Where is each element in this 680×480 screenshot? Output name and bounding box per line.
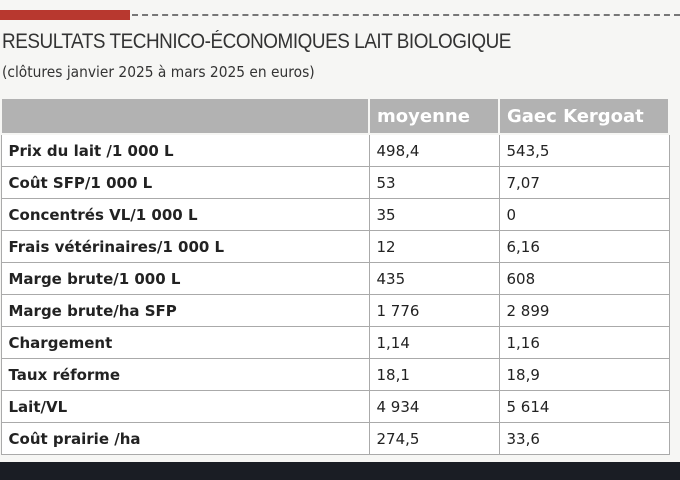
cell-value: 435 xyxy=(368,262,500,295)
table-row: Coût prairie /ha 274,5 33,6 xyxy=(0,422,670,455)
table-row: Lait/VL 4 934 5 614 xyxy=(0,390,670,423)
cell-value: 4 934 xyxy=(368,390,500,423)
cell-value: 18,9 xyxy=(498,358,670,391)
table-row: Marge brute/ha SFP 1 776 2 899 xyxy=(0,294,670,327)
cell-value: 5 614 xyxy=(498,390,670,423)
table-row: Concentrés VL/1 000 L 35 0 xyxy=(0,198,670,231)
column-header: moyenne xyxy=(368,97,500,135)
row-label: Chargement xyxy=(0,326,370,359)
row-label: Taux réforme xyxy=(0,358,370,391)
subtitle: (clôtures janvier 2025 à mars 2025 en eu… xyxy=(2,63,315,81)
accent-bar xyxy=(0,10,130,20)
row-label: Coût prairie /ha xyxy=(0,422,370,455)
table-row: Taux réforme 18,1 18,9 xyxy=(0,358,670,391)
cell-value: 543,5 xyxy=(498,133,670,167)
table-row: Chargement 1,14 1,16 xyxy=(0,326,670,359)
cell-value: 7,07 xyxy=(498,166,670,199)
table-row: Coût SFP/1 000 L 53 7,07 xyxy=(0,166,670,199)
row-label: Marge brute/ha SFP xyxy=(0,294,370,327)
header-cell xyxy=(0,97,370,135)
cell-value: 6,16 xyxy=(498,230,670,263)
column-header: Gaec Kergoat xyxy=(498,97,670,135)
row-label: Frais vétérinaires/1 000 L xyxy=(0,230,370,263)
results-table: moyenne Gaec Kergoat Prix du lait /1 000 … xyxy=(0,97,670,455)
cell-value: 1,14 xyxy=(368,326,500,359)
footer-strip xyxy=(0,462,680,480)
row-label: Lait/VL xyxy=(0,390,370,423)
row-label: Marge brute/1 000 L xyxy=(0,262,370,295)
row-label: Coût SFP/1 000 L xyxy=(0,166,370,199)
table-row: Prix du lait /1 000 L 498,4 543,5 xyxy=(0,133,670,167)
cell-value: 498,4 xyxy=(368,133,500,167)
header-row: moyenne Gaec Kergoat xyxy=(0,97,670,135)
cell-value: 12 xyxy=(368,230,500,263)
dashed-rule xyxy=(132,14,680,16)
table-row: Marge brute/1 000 L 435 608 xyxy=(0,262,670,295)
cell-value: 1 776 xyxy=(368,294,500,327)
title: RESULTATS TECHNICO-ÉCONOMIQUES LAIT BIOL… xyxy=(2,30,511,53)
cell-value: 35 xyxy=(368,198,500,231)
cell-value: 1,16 xyxy=(498,326,670,359)
cell-value: 53 xyxy=(368,166,500,199)
row-label: Concentrés VL/1 000 L xyxy=(0,198,370,231)
row-label: Prix du lait /1 000 L xyxy=(0,133,370,167)
cell-value: 608 xyxy=(498,262,670,295)
cell-value: 0 xyxy=(498,198,670,231)
cell-value: 33,6 xyxy=(498,422,670,455)
table-row: Frais vétérinaires/1 000 L 12 6,16 xyxy=(0,230,670,263)
cell-value: 18,1 xyxy=(368,358,500,391)
cell-value: 2 899 xyxy=(498,294,670,327)
cell-value: 274,5 xyxy=(368,422,500,455)
